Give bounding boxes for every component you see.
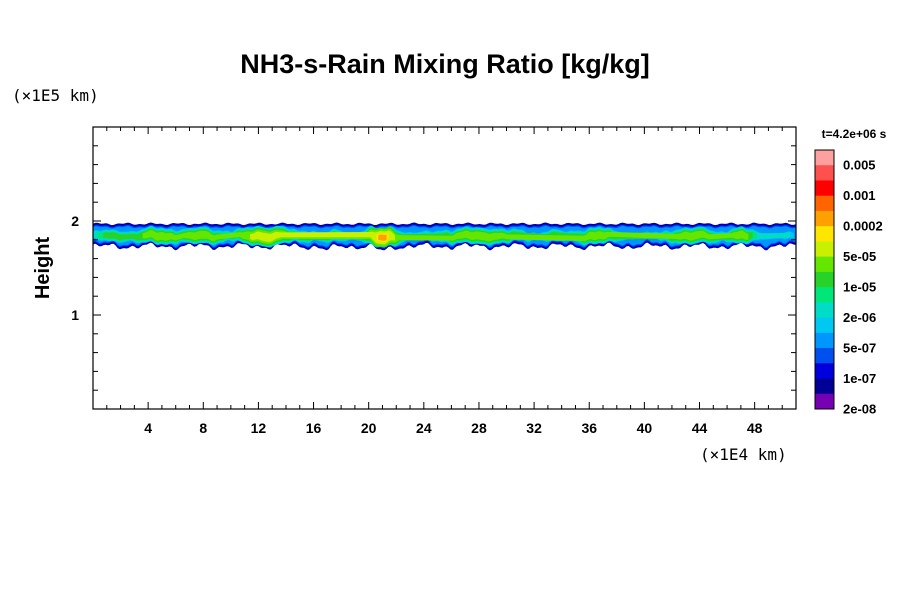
x-tick-label: 32 <box>526 420 542 436</box>
x-unit-label: (×1E4 km) <box>700 445 787 464</box>
x-tick-label: 20 <box>361 420 377 436</box>
x-tick-label: 12 <box>251 420 267 436</box>
y-tick-label: 1 <box>71 307 79 323</box>
colorbar-swatch <box>815 348 834 364</box>
y-axis-label: Height <box>32 237 54 300</box>
colorbar-swatch <box>815 256 834 273</box>
colorbar-swatch <box>815 287 834 303</box>
colorbar-swatch <box>815 210 834 227</box>
time-label: t=4.2e+06 s <box>822 127 887 141</box>
colorbar-label: 2e-06 <box>843 310 876 325</box>
colorbar-swatch <box>815 302 834 318</box>
x-tick-label: 40 <box>637 420 653 436</box>
colorbar-label: 0.0002 <box>843 219 883 234</box>
colorbar: 0.005 0.001 0.0002 5e-05 1e-05 2e-06 5e-07 1e-0… <box>814 149 883 417</box>
contour-band <box>142 228 749 247</box>
colorbar-label: 2e-08 <box>843 402 876 417</box>
colorbar-swatch <box>815 317 834 334</box>
contour-band <box>378 234 387 241</box>
x-tick-label: 24 <box>416 420 432 436</box>
colorbar-frame <box>814 149 835 410</box>
y-axis: 12 <box>71 145 796 391</box>
colorbar-swatch <box>815 150 834 166</box>
y-unit-label: (×1E5 km) <box>12 86 99 105</box>
colorbar-label: 5e-05 <box>843 249 876 264</box>
x-axis: 4 8 12 16 20 24 28 32 36 40 44 48 <box>106 127 783 436</box>
colorbar-swatch <box>815 165 834 181</box>
contour-band <box>250 230 395 245</box>
colorbar-label: 0.005 <box>843 158 876 173</box>
colorbar-swatch <box>815 195 834 212</box>
x-tick-label: 36 <box>581 420 597 436</box>
chart-title: NH3-s-Rain Mixing Ratio [kg/kg] <box>240 49 650 79</box>
colorbar-label: 0.001 <box>843 188 876 203</box>
x-tick-label: 4 <box>144 420 152 436</box>
y-tick-label: 2 <box>71 213 79 229</box>
colorbar-label: 1e-05 <box>843 280 876 295</box>
colorbar-label: 1e-07 <box>843 371 876 386</box>
colorbar-swatch <box>815 180 834 197</box>
plot-frame <box>92 126 797 410</box>
colorbar-swatch <box>815 332 834 349</box>
colorbar-swatch <box>815 271 834 288</box>
x-tick-label: 44 <box>692 420 708 436</box>
x-tick-label: 28 <box>471 420 487 436</box>
colorbar-swatch <box>815 393 834 410</box>
colorbar-label: 5e-07 <box>843 341 876 356</box>
x-tick-label: 16 <box>306 420 322 436</box>
contour-field <box>93 222 796 251</box>
x-tick-label: 8 <box>199 420 207 436</box>
colorbar-swatch <box>815 363 834 379</box>
x-tick-label: 48 <box>747 420 763 436</box>
colorbar-swatch <box>815 226 834 242</box>
colorbar-swatch <box>815 378 834 395</box>
colorbar-swatch <box>815 241 834 258</box>
